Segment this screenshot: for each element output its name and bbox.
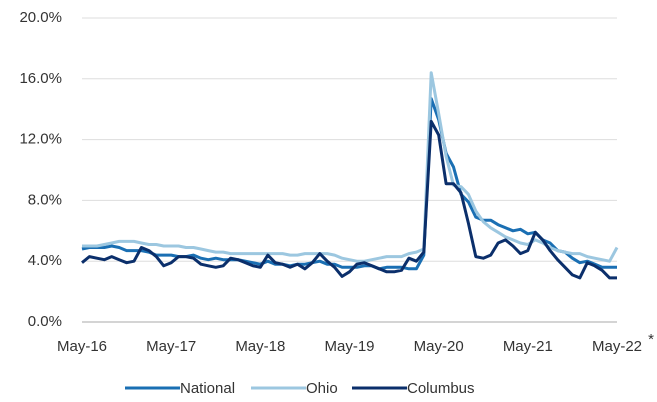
- series-line: [81, 97, 617, 271]
- y-tick-label: 20.0%: [19, 9, 62, 26]
- y-tick-label: 0.0%: [28, 313, 62, 330]
- y-tick-label: 12.0%: [19, 131, 62, 148]
- x-tick-label: May-20: [414, 338, 464, 355]
- y-tick-label: 4.0%: [28, 252, 62, 269]
- x-tick-label: May-22: [592, 338, 642, 355]
- legend-label: National: [180, 380, 235, 397]
- footnote-marker: *: [648, 331, 654, 348]
- series-line: [82, 71, 619, 263]
- legend-label: Ohio: [306, 380, 338, 397]
- y-tick-label: 8.0%: [28, 191, 62, 208]
- series-line: [81, 119, 617, 280]
- x-tick-label: May-19: [324, 338, 374, 355]
- legend-label: Columbus: [407, 380, 475, 397]
- x-tick-label: May-18: [235, 338, 285, 355]
- x-tick-label: May-16: [57, 338, 107, 355]
- x-tick-label: May-21: [503, 338, 553, 355]
- y-tick-label: 16.0%: [19, 70, 62, 87]
- x-tick-label: May-17: [146, 338, 196, 355]
